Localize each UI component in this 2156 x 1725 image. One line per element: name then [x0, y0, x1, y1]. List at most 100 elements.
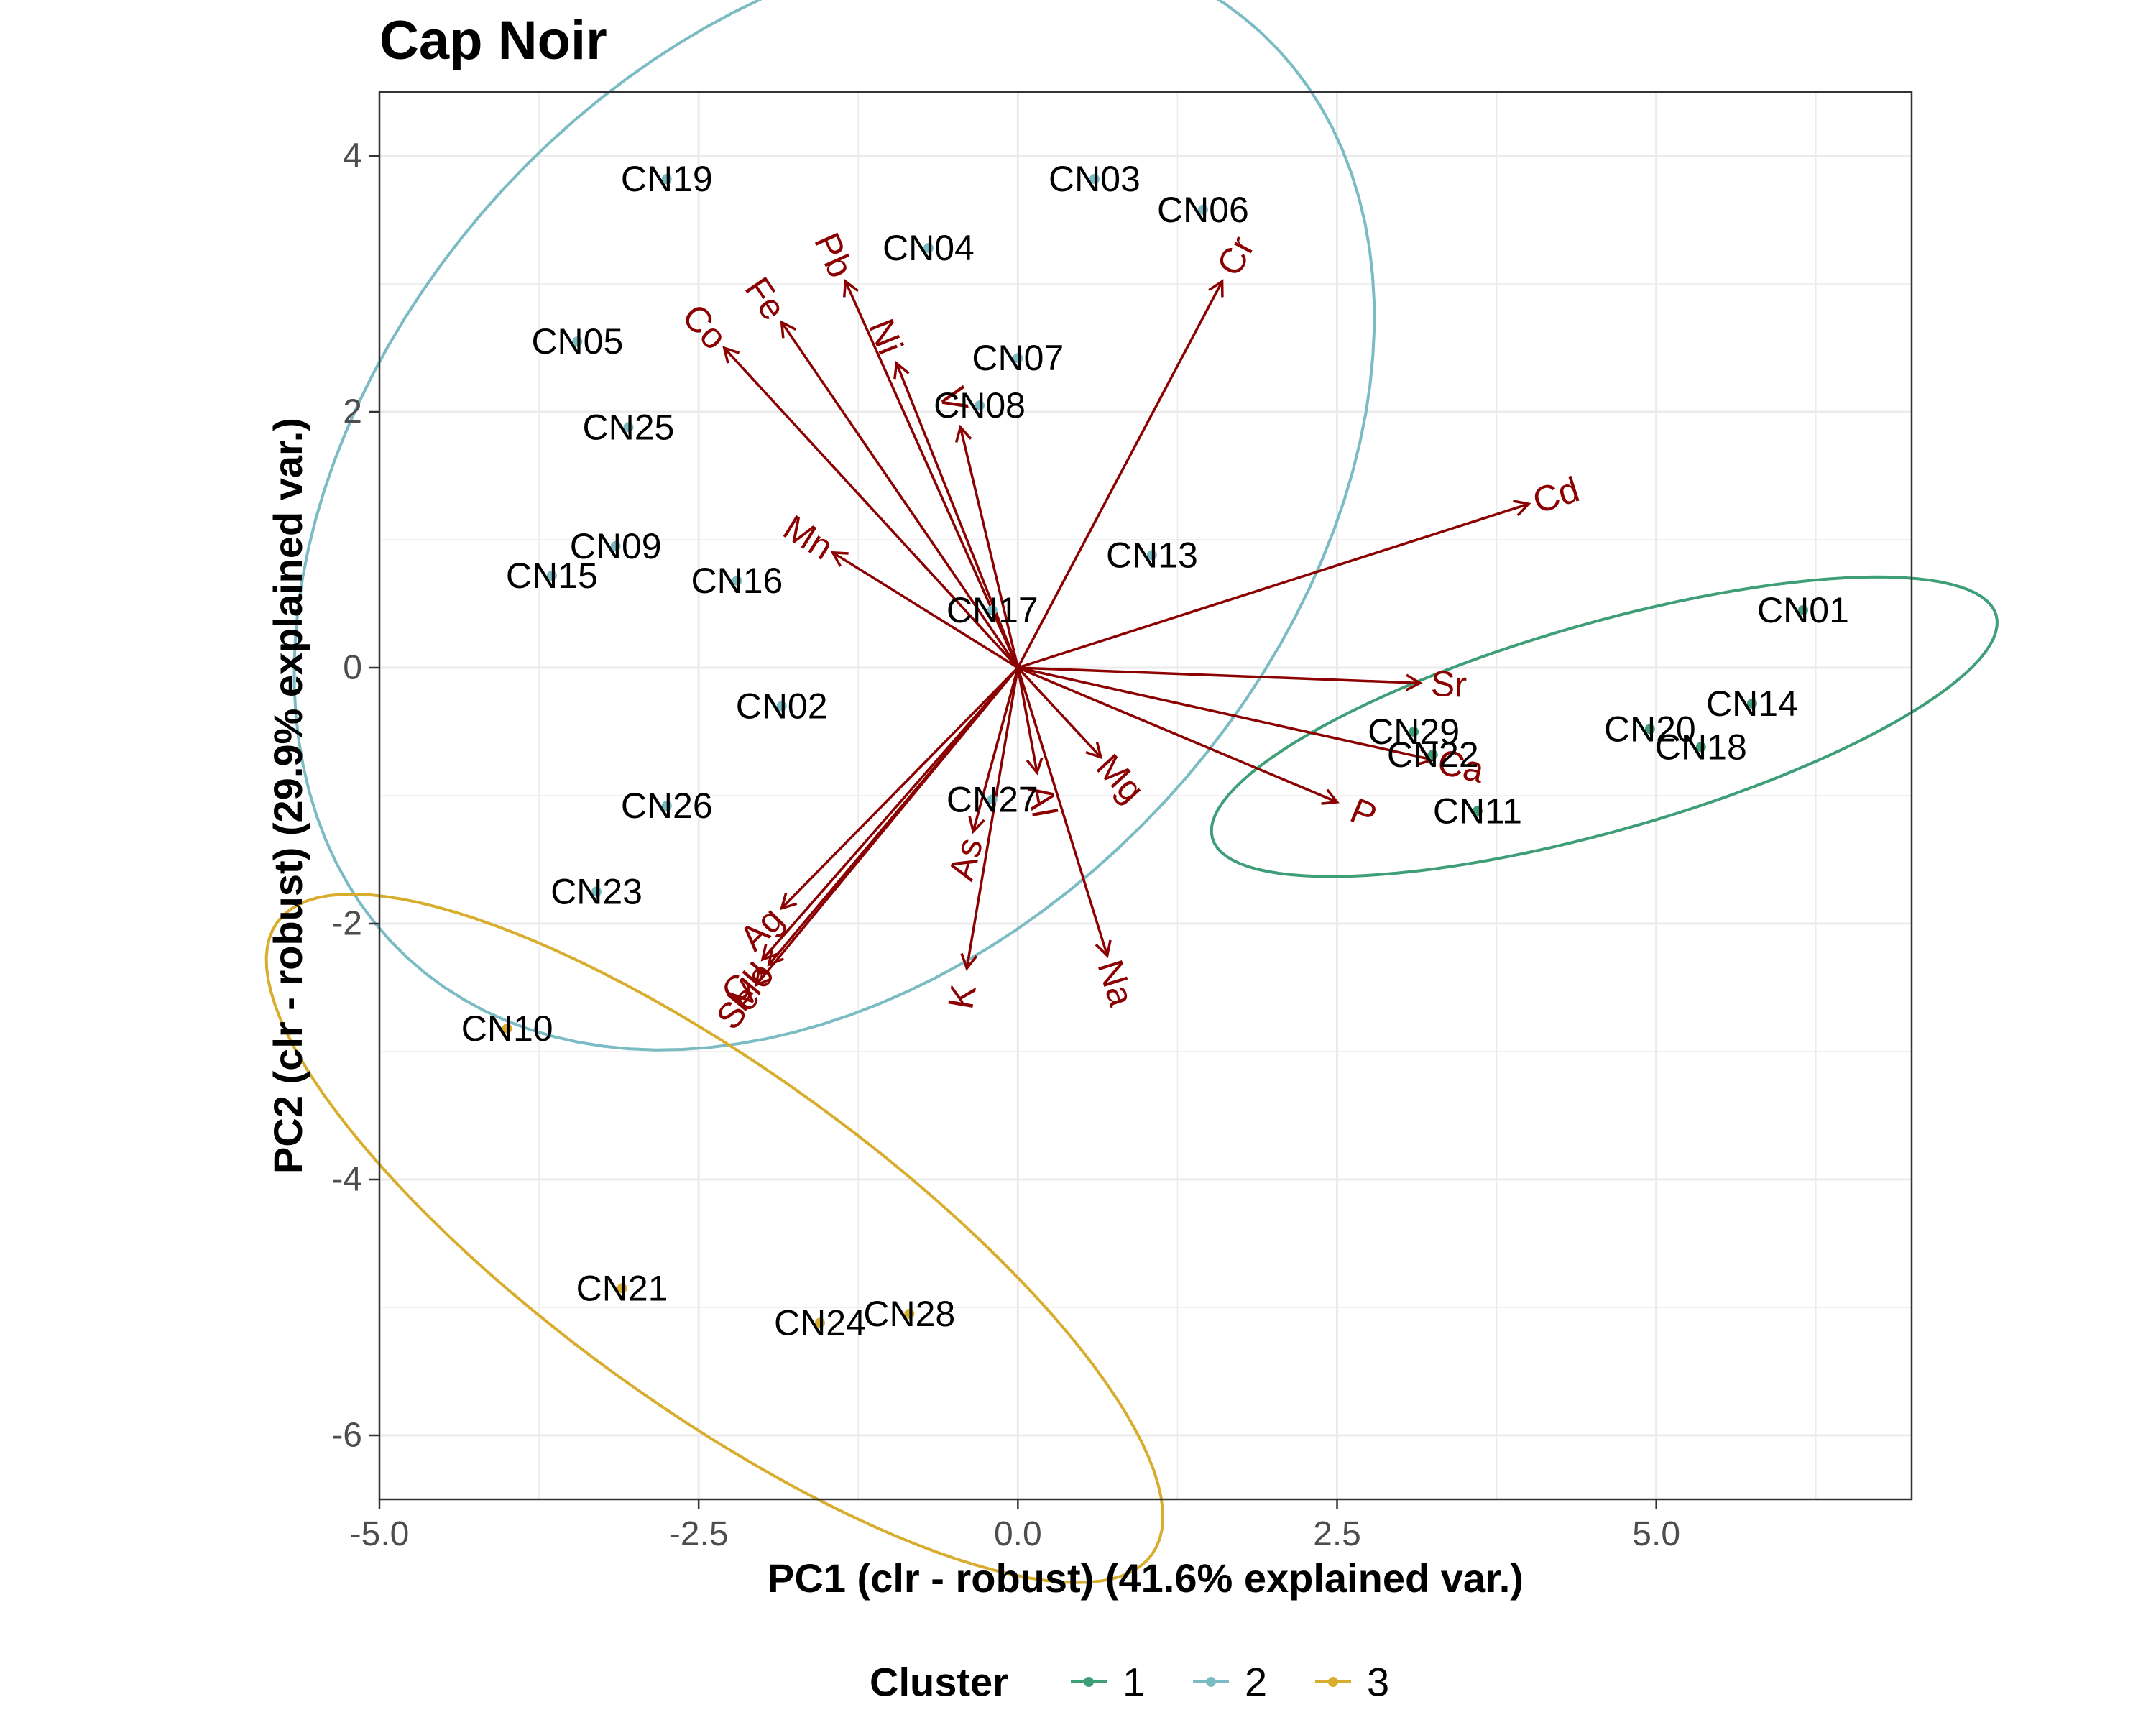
loading-label-al: Al — [1020, 781, 1065, 820]
loading-arrowhead-fe — [780, 320, 797, 339]
loading-arrowhead-as — [968, 816, 985, 834]
plot-border — [378, 91, 1913, 1501]
loading-arrowhead-se — [754, 969, 772, 988]
loading-arrow-mn — [831, 551, 1019, 669]
y-tick-label: -6 — [331, 1417, 362, 1455]
point-label-cn08: CN08 — [934, 385, 1026, 426]
legend: Cluster 1 2 3 — [870, 1660, 1389, 1705]
loading-arrowhead-al — [1026, 757, 1044, 776]
point-label-cn06: CN06 — [1157, 190, 1249, 230]
y-tick-label: -2 — [331, 905, 362, 943]
point-cn27 — [987, 794, 998, 805]
loading-arrowhead-ni — [893, 360, 910, 380]
loading-arrowhead-pb — [842, 279, 860, 298]
cluster-2-ellipse — [292, 0, 1376, 1052]
loading-arrowhead-ca — [1417, 748, 1436, 765]
point-cn02 — [776, 701, 787, 712]
y-axis-title: PC2 (clr - robust) (29.9% explained var.… — [265, 418, 310, 1174]
point-cn11 — [1472, 806, 1483, 816]
loading-arrow-na — [1016, 667, 1109, 957]
point-label-cn05: CN05 — [531, 321, 623, 362]
x-tick-label: 0.0 — [994, 1515, 1042, 1553]
loading-arrow-ni — [895, 362, 1019, 668]
y-tick-label: 0 — [343, 649, 362, 687]
point-label-cn17: CN17 — [946, 590, 1038, 630]
x-tick-label: -5.0 — [350, 1515, 410, 1553]
cluster-ellipses — [264, 0, 1999, 1584]
point-cn04 — [923, 243, 934, 254]
point-cn08 — [975, 400, 985, 411]
loading-arrowhead-mg — [1085, 741, 1103, 760]
point-label-cn14: CN14 — [1706, 684, 1798, 724]
legend-label-1: 1 — [1123, 1660, 1145, 1705]
point-label-cn18: CN18 — [1655, 727, 1747, 767]
point-cn15 — [546, 570, 557, 581]
point-cn23 — [591, 886, 602, 897]
y-tick-label: -4 — [331, 1161, 362, 1199]
loading-arrowhead-cr — [1208, 279, 1224, 298]
axis-ticks: -5.0 -2.5 0.0 2.5 5.0 -6 -4 -2 0 2 4 — [331, 137, 1680, 1554]
legend-key-dot-3 — [1328, 1677, 1338, 1687]
loading-arrowhead-cu — [760, 943, 778, 962]
point-label-cn09: CN09 — [570, 526, 662, 566]
point-cn29 — [1409, 727, 1419, 737]
legend-title: Cluster — [870, 1660, 1008, 1705]
legend-key-dot-1 — [1084, 1677, 1094, 1687]
point-cn24 — [814, 1317, 825, 1328]
cluster-3-ellipse — [264, 892, 1165, 1584]
loading-arrow-al — [1016, 667, 1038, 773]
point-label-cn16: CN16 — [691, 561, 783, 601]
legend-key-dot-2 — [1206, 1677, 1216, 1687]
point-label-cn22: CN22 — [1387, 735, 1479, 775]
loading-arrow-pb — [844, 280, 1019, 668]
point-cn17 — [987, 604, 998, 615]
point-label-cn23: CN23 — [550, 872, 642, 912]
point-cn28 — [904, 1308, 915, 1319]
point-cn26 — [661, 801, 672, 811]
x-tick-label: 2.5 — [1313, 1515, 1361, 1553]
point-label-cn26: CN26 — [621, 786, 713, 826]
loading-arrowhead-mo — [767, 949, 785, 967]
loading-label-ca: Ca — [1434, 742, 1488, 791]
point-label-cn19: CN19 — [621, 159, 713, 199]
x-axis-title: PC1 (clr - robust) (41.6% explained var.… — [768, 1555, 1524, 1601]
point-cn10 — [502, 1023, 512, 1034]
loading-arrow-p — [1017, 666, 1338, 804]
loading-arrow-se — [755, 666, 1019, 986]
loading-arrowhead-co — [722, 346, 740, 364]
point-label-cn13: CN13 — [1106, 535, 1198, 575]
cluster-1-ellipse — [1210, 575, 1999, 878]
point-cn25 — [623, 422, 634, 433]
point-cn19 — [661, 174, 672, 185]
point-cn16 — [732, 575, 742, 586]
loading-arrow-v — [959, 426, 1020, 668]
point-cn01 — [1797, 604, 1808, 615]
loading-arrowhead-na — [1095, 939, 1112, 958]
point-label-cn27: CN27 — [946, 779, 1038, 819]
loading-arrowhead-k — [960, 952, 978, 971]
loading-arrowhead-sr — [1405, 673, 1423, 691]
chart-title: Cap Noir — [379, 10, 607, 71]
point-cn09 — [610, 540, 621, 551]
point-cn06 — [1197, 204, 1208, 215]
loading-arrowhead-ag — [780, 893, 798, 911]
point-label-cn15: CN15 — [506, 556, 598, 596]
loading-label-sr: Sr — [1430, 663, 1468, 705]
legend-label-2: 2 — [1245, 1660, 1267, 1705]
point-cn13 — [1146, 550, 1157, 561]
loading-arrow-ag — [780, 666, 1019, 909]
point-label-cn21: CN21 — [576, 1268, 668, 1308]
point-cn21 — [617, 1283, 627, 1294]
point-cn20 — [1644, 724, 1655, 735]
loading-arrowhead-cd — [1513, 500, 1531, 517]
loading-arrowhead-p — [1321, 788, 1340, 805]
point-label-cn28: CN28 — [863, 1294, 955, 1334]
loading-arrow-co — [723, 346, 1019, 669]
loading-arrowhead-mn — [830, 551, 849, 567]
loading-arrow-cd — [1017, 502, 1529, 669]
loading-arrow-cr — [1016, 280, 1224, 668]
loading-arrow-fe — [780, 321, 1019, 668]
point-cn07 — [1013, 353, 1023, 364]
point-cn18 — [1695, 742, 1706, 753]
